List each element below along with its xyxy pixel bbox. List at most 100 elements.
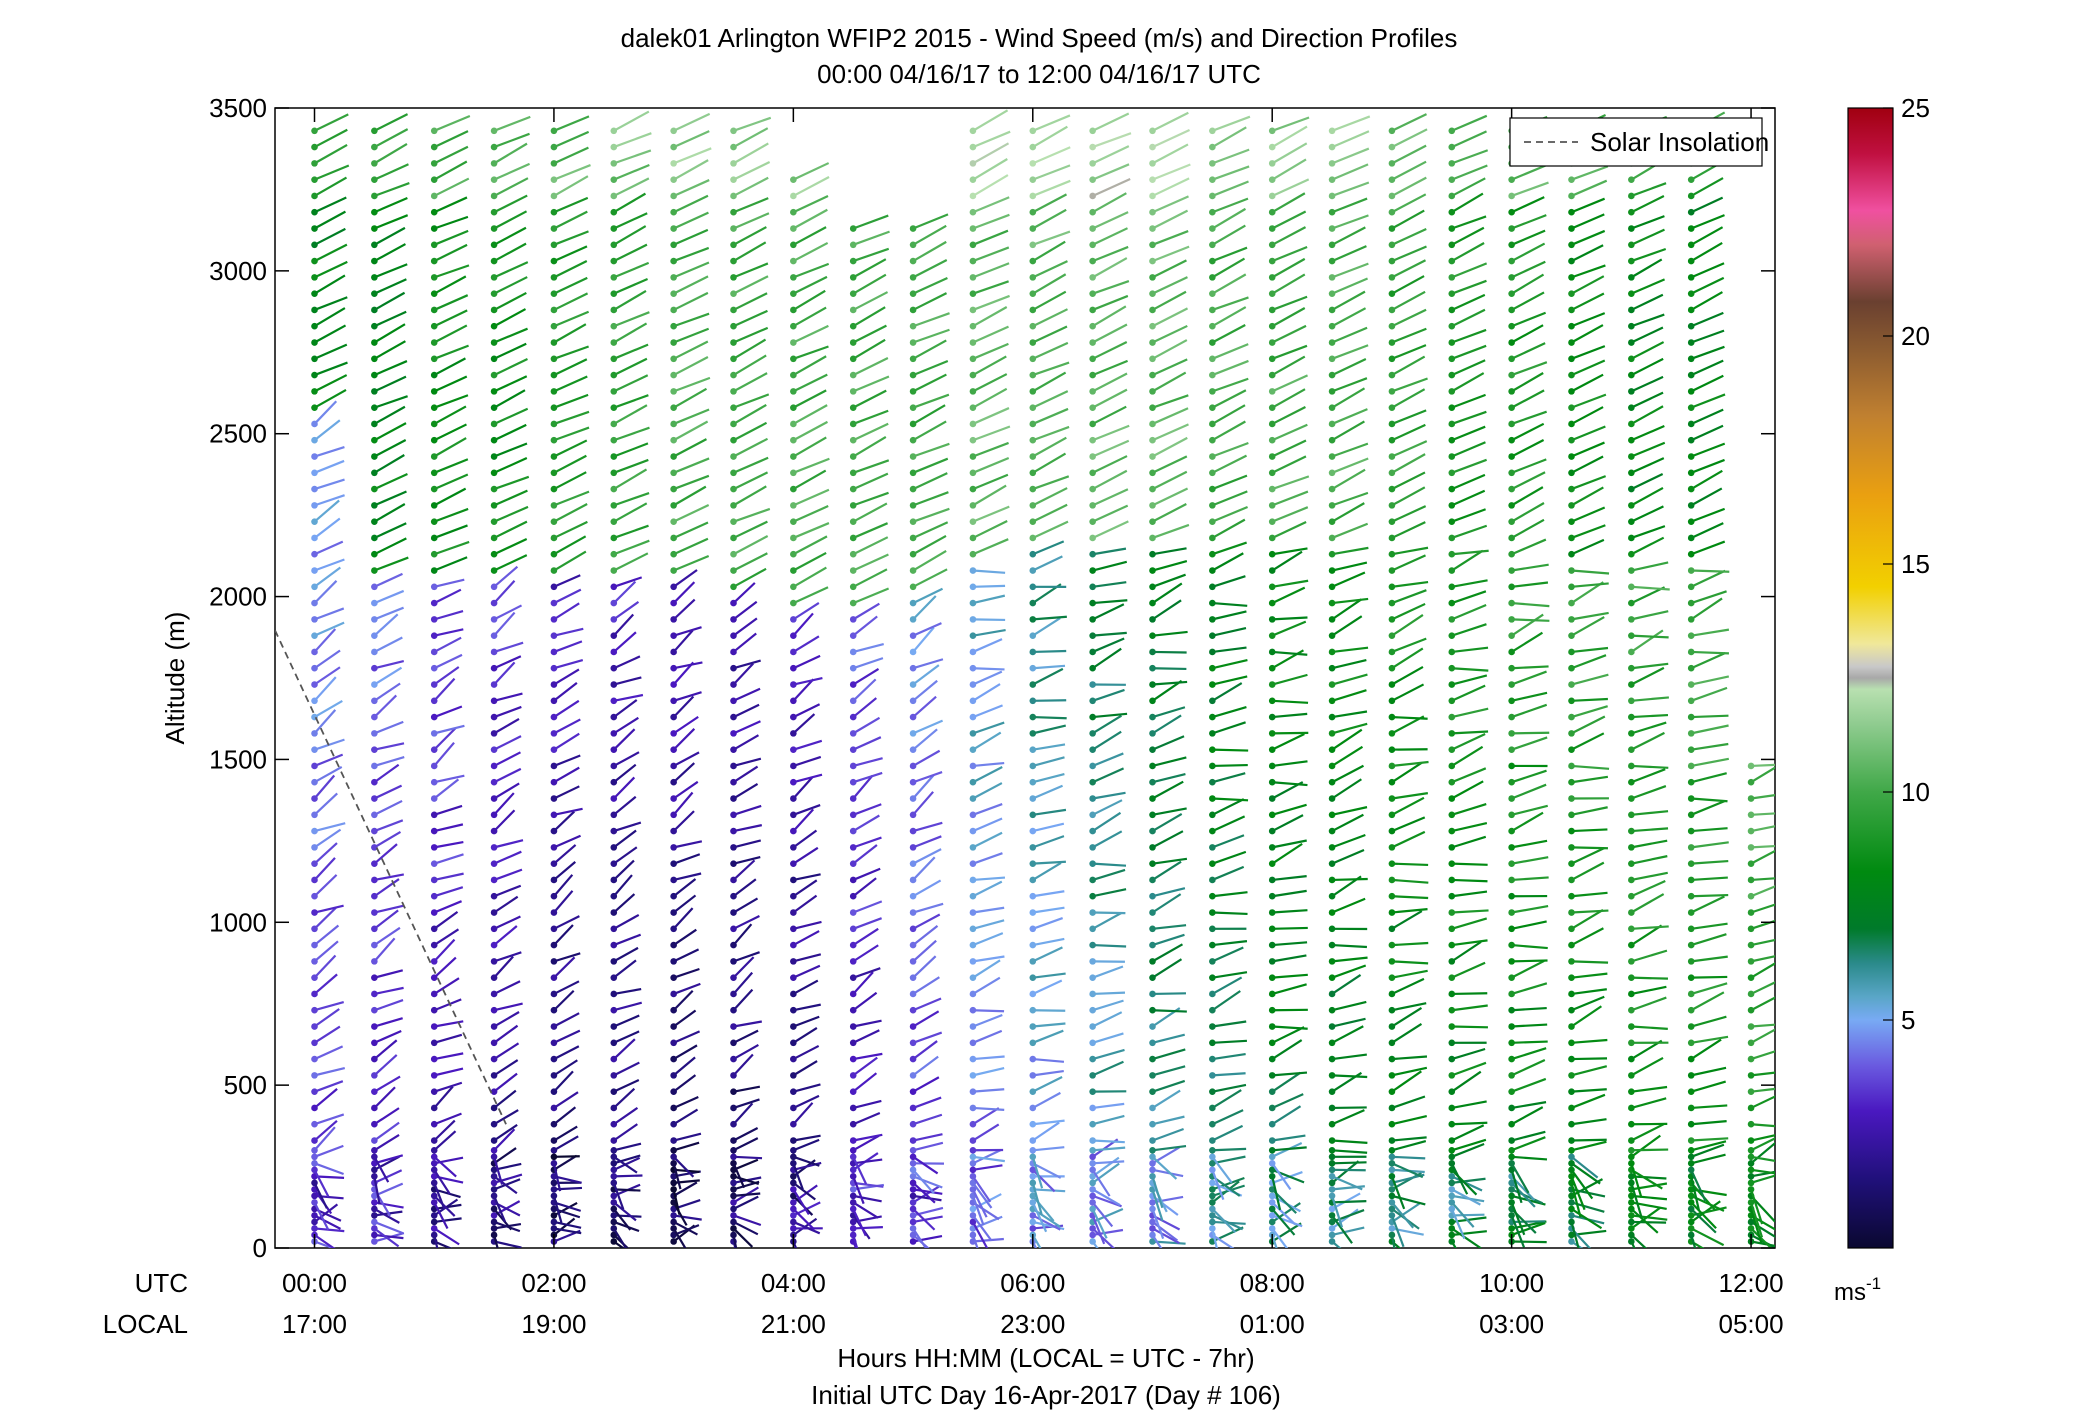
wind-barb-dot <box>1568 925 1575 933</box>
wind-barb <box>313 144 348 165</box>
wind-barb <box>1511 291 1545 311</box>
wind-barb <box>1211 1234 1235 1248</box>
wind-barb-dot <box>909 1072 917 1079</box>
wind-barb <box>493 162 531 181</box>
wind-barb-dot <box>1149 909 1156 916</box>
wind-barb <box>1510 1182 1536 1208</box>
wind-barb-dot <box>1268 778 1276 786</box>
wind-barb <box>553 146 589 165</box>
wind-barb <box>1750 1095 1775 1109</box>
wind-barb <box>1092 1048 1125 1061</box>
wind-barb-dot <box>311 436 318 444</box>
wind-barb-dot <box>1328 143 1336 151</box>
wind-barb-dot <box>1268 925 1276 933</box>
wind-barb-dot <box>1508 664 1515 672</box>
wind-barb <box>912 821 943 833</box>
wind-barb-dot <box>311 778 318 786</box>
wind-barb <box>972 484 1007 507</box>
wind-barb <box>972 1214 993 1242</box>
wind-barb-dot <box>371 1039 378 1047</box>
wind-barb-dot <box>1508 583 1515 591</box>
wind-barb <box>1211 990 1241 1012</box>
wind-barb <box>1211 389 1247 409</box>
wind-barb-dot <box>1568 762 1575 770</box>
wind-barb-dot <box>1448 388 1456 395</box>
wind-barb <box>672 728 696 751</box>
wind-barb-dot <box>311 176 318 183</box>
wind-barb <box>1212 940 1248 947</box>
wind-barb <box>373 1182 404 1197</box>
wind-barb-dot <box>1388 795 1396 802</box>
wind-barb <box>912 955 937 979</box>
wind-barb <box>493 1156 504 1185</box>
wind-barb <box>553 1217 576 1236</box>
wind-barb <box>1690 982 1728 995</box>
wind-barb <box>1391 792 1429 800</box>
wind-barb-dot <box>1747 1146 1755 1154</box>
wind-barb <box>1032 1146 1065 1152</box>
wind-barb <box>732 1043 759 1061</box>
wind-barb-dot <box>1268 322 1276 330</box>
wind-barb-dot <box>1209 892 1216 900</box>
wind-barb <box>373 926 401 946</box>
wind-barb-dot <box>1628 941 1635 949</box>
wind-barb-dot <box>790 990 797 998</box>
wind-barb-dot <box>670 990 677 998</box>
wind-barb-dot <box>670 1218 677 1226</box>
wind-barb <box>1091 1215 1106 1245</box>
wind-barb <box>1630 195 1665 214</box>
wind-barb-dot <box>1328 697 1336 705</box>
wind-barb-dot <box>1268 192 1276 200</box>
wind-barb <box>972 766 1003 784</box>
wind-barb <box>613 1106 639 1126</box>
wind-barb <box>1511 324 1544 344</box>
wind-barb <box>1271 732 1305 751</box>
wind-barb-dot <box>490 404 498 411</box>
wind-barb <box>1391 910 1423 930</box>
wind-barb <box>1691 742 1729 751</box>
wind-barb <box>1092 791 1126 800</box>
wind-barb-dot <box>550 1072 558 1079</box>
wind-barb <box>1271 1176 1282 1211</box>
wind-barb-dot <box>550 648 558 656</box>
wind-barb-dot <box>670 1039 677 1047</box>
wind-barb-dot <box>550 1088 558 1095</box>
wind-barb <box>1690 1015 1727 1028</box>
wind-barb-dot <box>969 1088 977 1095</box>
wind-barb-dot <box>1328 208 1336 216</box>
wind-barb-dot <box>1209 241 1216 249</box>
wind-barb-dot <box>1268 290 1276 297</box>
wind-barb <box>1151 714 1182 735</box>
wind-barb <box>1511 181 1549 197</box>
wind-barb-dot <box>1388 469 1396 477</box>
wind-barb-dot <box>490 746 498 753</box>
wind-barb <box>1391 193 1427 214</box>
wind-barb <box>1331 1109 1365 1126</box>
wind-barb <box>1331 710 1368 719</box>
wind-barb-dot <box>1328 1205 1336 1213</box>
wind-barb-dot <box>969 502 977 509</box>
wind-barb-dot <box>1747 1055 1755 1063</box>
wind-barb <box>852 1099 882 1110</box>
wind-barb-dot <box>909 518 917 525</box>
wind-barb <box>1331 956 1368 963</box>
wind-barb <box>1391 1136 1427 1142</box>
wind-barb <box>912 679 938 702</box>
wind-barb <box>1272 1071 1308 1077</box>
wind-barb-dot <box>1508 1146 1515 1154</box>
wind-barb-dot <box>1568 469 1575 477</box>
wind-barb <box>792 469 827 491</box>
wind-barb-dot <box>730 257 737 265</box>
wind-barb-dot <box>849 388 857 395</box>
wind-barb-dot <box>909 1023 917 1030</box>
wind-barb <box>373 375 407 393</box>
wind-barb-dot <box>490 990 498 998</box>
wind-barb-dot <box>1268 485 1276 493</box>
wind-barb-dot <box>1448 664 1456 672</box>
wind-barb <box>1212 891 1248 898</box>
wind-barb-dot <box>610 1153 618 1161</box>
wind-barb <box>792 505 829 523</box>
wind-barb-dot <box>1029 225 1037 232</box>
wind-barb-dot <box>490 1179 498 1187</box>
